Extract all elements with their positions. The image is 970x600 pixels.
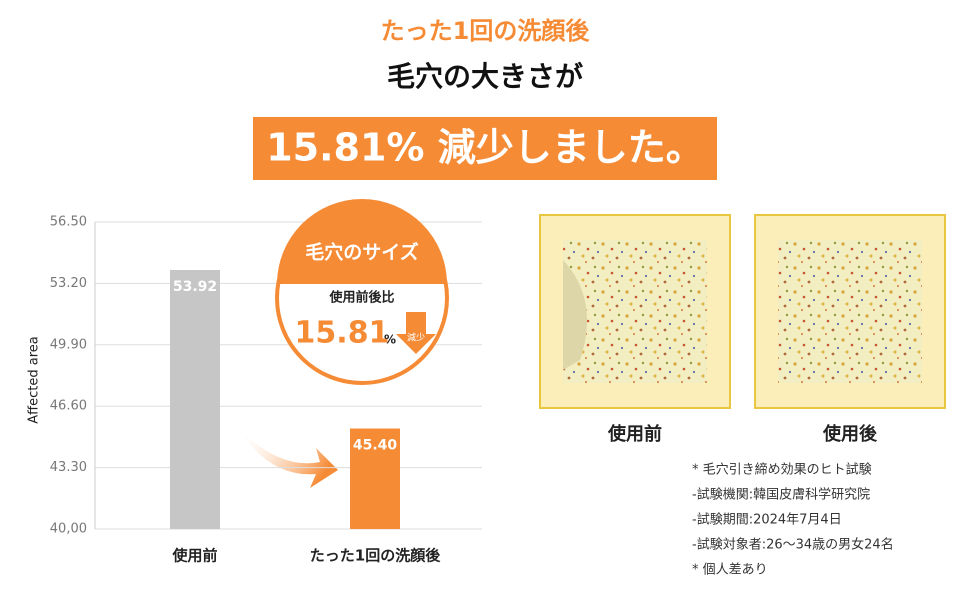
banner: 15.81% 減少しました。 [266, 126, 704, 170]
value-label: 45.40 [353, 438, 398, 454]
y-tick-label: 56.50 [50, 215, 87, 230]
banner-bg [253, 117, 717, 180]
note: * 毛穴引き締め効果のヒト試験 [692, 462, 872, 478]
image-label: 使用後 [822, 423, 878, 445]
bar [350, 428, 400, 529]
badge-value: 15.81 [295, 316, 390, 351]
y-tick-label: 43.30 [50, 460, 87, 475]
note: -試験機関:韓国皮膚科学研究院 [692, 487, 870, 503]
badge-unit: % [384, 333, 396, 347]
badge-title: 毛穴のサイズ [305, 241, 418, 264]
skin-image [563, 240, 707, 383]
value-label: 53.92 [173, 279, 217, 295]
badge-subtitle: 使用前後比 [328, 290, 394, 306]
y-tick-label: 40,00 [50, 522, 87, 537]
trend-arrow [238, 428, 338, 488]
note: -試験対象者:26～34歳の男女24名 [692, 537, 894, 553]
note: * 個人差あり [692, 563, 768, 578]
y-axis-label: Affected area [27, 336, 42, 423]
badge-arrow [396, 312, 436, 354]
kicker: たった1回の洗顔後 [381, 17, 591, 45]
note: -試験期間:2024年7月4日 [692, 512, 842, 528]
badge: 毛穴のサイズ 使用前後比 15.81 % 減少 [275, 199, 449, 385]
y-tick-label: 53.20 [50, 276, 87, 291]
x-tick-label: 使用前 [171, 547, 217, 565]
title: 毛穴の大きさが [387, 60, 583, 93]
badge-arrow-label: 減少 [407, 332, 425, 344]
y-tick-label: 49.90 [50, 337, 87, 352]
skin-shadow [563, 260, 588, 370]
skin-image [778, 240, 922, 383]
bar [170, 270, 220, 529]
y-tick-label: 46.60 [50, 399, 87, 414]
x-tick-label: たった1回の洗顔後 [310, 547, 441, 565]
badge-top [277, 199, 447, 284]
image-label: 使用前 [607, 423, 662, 445]
